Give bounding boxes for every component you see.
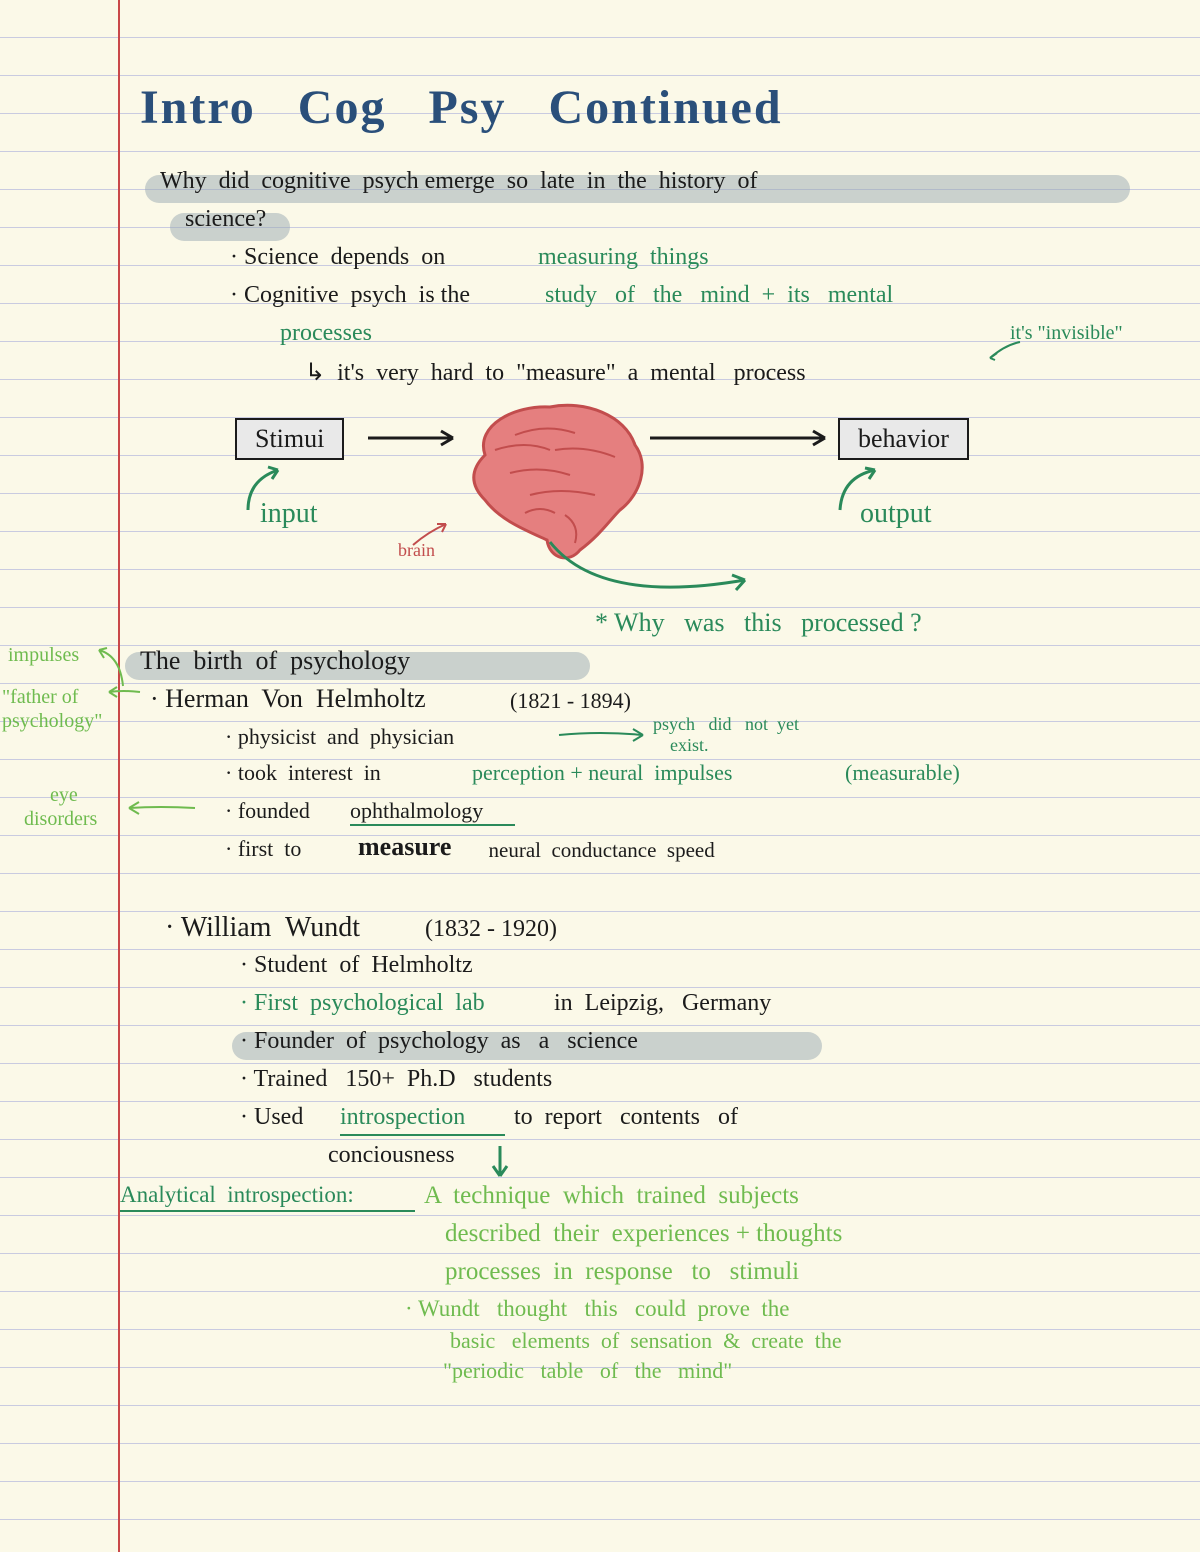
processed-question: * Why was this processed ? [595, 608, 922, 638]
arrow-psych-note [555, 726, 650, 744]
underline-ophthalmology [350, 824, 515, 826]
arrow-stimuli-brain [368, 428, 468, 448]
section2-heading: The birth of psychology [140, 646, 410, 676]
helmholtz-b4-suffix: neural conductance speed [478, 838, 715, 863]
analytical-def2: described their experiences + thoughts [445, 1220, 842, 1248]
helmholtz-b2-g2: (measurable) [845, 760, 960, 786]
wundt-b5-prefix: · Used [240, 1104, 315, 1131]
margin-father-1: "father of [2, 686, 78, 709]
analytical-bullet1: · Wundt thought this could prove the [405, 1296, 790, 1322]
analytical-def3: processes in response to stimuli [445, 1258, 799, 1286]
wundt-b3: · Founder of psychology as a science [240, 1028, 638, 1055]
brain-note: brain [398, 540, 435, 561]
behavior-box: behavior [838, 418, 969, 460]
helmholtz-note2: exist. [670, 735, 709, 756]
margin-eye-1: eye [50, 784, 78, 807]
helmholtz-dates: (1821 - 1894) [510, 688, 631, 714]
wundt-dates: (1832 - 1920) [425, 916, 557, 943]
margin-father-2: psychology" [2, 710, 102, 733]
margin-impulses: impulses [8, 644, 79, 667]
section1-b2-green-l1: study of the mind + its mental [545, 282, 893, 309]
helmholtz-b4-prefix: · first to [225, 836, 312, 862]
helmholtz-note1: psych did not yet [653, 714, 799, 735]
wundt-b5-line2: conciousness [328, 1142, 455, 1169]
analytical-label: Analytical introspection: [120, 1182, 354, 1208]
analytical-bullet3: "periodic table of the mind" [443, 1358, 732, 1384]
underline-introspection [340, 1134, 505, 1136]
section1-b2-green-l2: processes [280, 320, 372, 347]
arrow-father [105, 684, 145, 702]
wundt-b2-suffix: in Leipzig, Germany [548, 990, 771, 1017]
arrow-introspection-down [490, 1144, 510, 1184]
note-invisible: it's "invisible" [1010, 322, 1123, 345]
helmholtz-b3-prefix: · founded [225, 798, 321, 824]
helmholtz-b2-prefix: · took interest in [225, 760, 392, 786]
section1-q-line2: science? [185, 206, 266, 233]
underline-analytical [120, 1210, 415, 1212]
wundt-name: · William Wundt [165, 912, 360, 944]
section1-b2-prefix: · Cognitive psych is the [230, 282, 482, 309]
page-title: Intro Cog Psy Continued [140, 80, 783, 135]
input-label: input [260, 498, 318, 530]
wundt-b2-green: · First psychological lab [240, 990, 485, 1017]
section1-sub: ↳ it's very hard to "measure" a mental p… [305, 358, 806, 387]
helmholtz-b4-bold: measure [358, 832, 451, 862]
margin-line [118, 0, 120, 1552]
arrow-processed-question [540, 540, 760, 610]
helmholtz-name: · Herman Von Helmholtz [150, 684, 426, 714]
margin-eye-2: disorders [24, 808, 97, 831]
arrow-brain-behavior [650, 428, 840, 448]
helmholtz-b2-g1: perception + neural impulses [472, 760, 732, 786]
section1-q-line1: Why did cognitive psych emerge so late i… [160, 168, 757, 195]
arrow-invisible [985, 340, 1025, 362]
stimuli-box: Stimui [235, 418, 344, 460]
analytical-bullet2: basic elements of sensation & create the [450, 1328, 842, 1354]
helmholtz-b3-word: ophthalmology [350, 798, 483, 824]
wundt-b5-suffix: to report contents of [502, 1104, 738, 1131]
wundt-b5-green: introspection [340, 1104, 465, 1131]
wundt-b1: · Student of Helmholtz [240, 952, 473, 979]
output-label: output [860, 498, 932, 530]
section1-b1-green: measuring things [538, 244, 709, 271]
section1-b1-prefix: · Science depends on [230, 244, 457, 271]
helmholtz-b1: · physicist and physician [225, 724, 454, 750]
wundt-b4: · Trained 150+ Ph.D students [240, 1066, 552, 1093]
analytical-def1: A technique which trained subjects [424, 1182, 799, 1210]
arrow-eye [125, 800, 200, 818]
